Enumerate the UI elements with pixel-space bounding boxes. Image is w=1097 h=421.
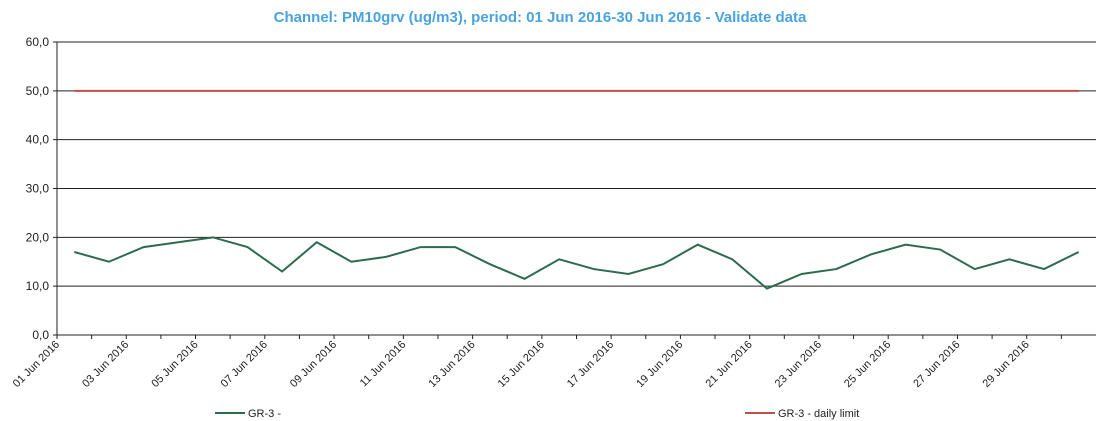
legend-label: GR-3 - <box>248 408 281 420</box>
x-tick-label: 27 Jun 2016 <box>911 339 962 390</box>
x-tick-label: 17 Jun 2016 <box>565 339 616 390</box>
x-tick-label: 11 Jun 2016 <box>358 339 409 390</box>
x-tick-label: 01 Jun 2016 <box>11 339 62 390</box>
y-tick-label: 50,0 <box>26 84 50 98</box>
chart-title: Channel: PM10grv (ug/m3), period: 01 Jun… <box>274 9 807 26</box>
legend-label: GR-3 - daily limit <box>778 408 859 420</box>
x-tick-label: 05 Jun 2016 <box>149 339 200 390</box>
y-tick-label: 60,0 <box>26 35 50 49</box>
x-tick-label: 03 Jun 2016 <box>80 339 131 390</box>
y-tick-label: 20,0 <box>26 230 50 244</box>
y-tick-label: 10,0 <box>26 279 50 293</box>
x-tick-label: 29 Jun 2016 <box>981 339 1032 390</box>
x-tick-label: 07 Jun 2016 <box>219 339 270 390</box>
x-tick-label: 21 Jun 2016 <box>703 339 754 390</box>
y-tick-label: 0,0 <box>32 328 49 342</box>
x-tick-label: 25 Jun 2016 <box>842 339 893 390</box>
x-tick-label: 23 Jun 2016 <box>773 339 824 390</box>
x-tick-label: 13 Jun 2016 <box>426 339 477 390</box>
x-tick-label: 19 Jun 2016 <box>634 339 685 390</box>
y-tick-label: 40,0 <box>26 133 50 147</box>
x-tick-label: 09 Jun 2016 <box>288 339 339 390</box>
y-tick-label: 30,0 <box>26 182 50 196</box>
series-line <box>74 236 1080 290</box>
x-tick-label: 15 Jun 2016 <box>496 339 547 390</box>
